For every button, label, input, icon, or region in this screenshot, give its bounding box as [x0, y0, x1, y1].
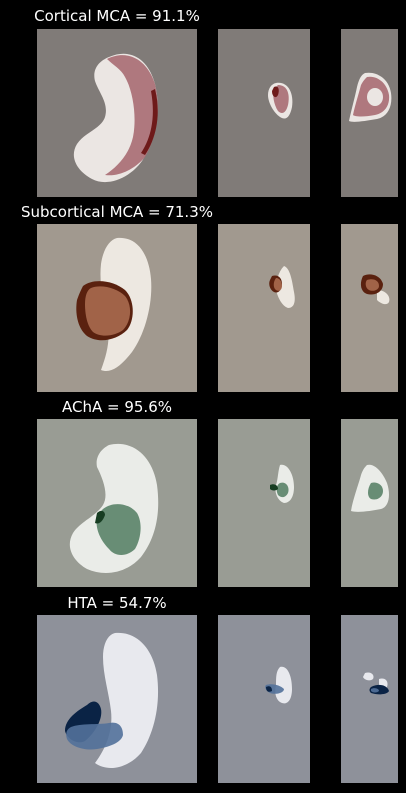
row-title-subcortical-mca: Subcortical MCA = 71.3% [21, 203, 213, 221]
overlay-region [85, 286, 131, 336]
overlay-boundary [266, 686, 272, 692]
slice-background [341, 224, 398, 392]
slice-background [218, 29, 310, 197]
slice-background [218, 615, 310, 783]
panel-cortical-mca-coronal [218, 29, 310, 197]
row-title-cortical-mca: Cortical MCA = 91.1% [34, 7, 200, 25]
overlay-region [273, 278, 282, 291]
mask-core [367, 88, 383, 106]
panel-acha-axial [37, 419, 197, 587]
overlay-region [96, 504, 141, 555]
overlay-region [276, 482, 289, 498]
overlay-region [105, 55, 158, 176]
overlay-region [365, 279, 379, 291]
mask-region [363, 672, 374, 681]
panel-subcortical-mca-coronal [218, 224, 310, 392]
panel-hta-sagittal [341, 615, 398, 783]
overlay-boundary [270, 484, 278, 491]
slice-background [341, 615, 398, 783]
panel-acha-sagittal [341, 419, 398, 587]
panel-cortical-mca-axial [37, 29, 197, 197]
slice-background [218, 224, 310, 392]
mask-region [377, 290, 390, 305]
panel-hta-axial [37, 615, 197, 783]
overlay-region [368, 482, 383, 500]
overlay-region [371, 688, 379, 693]
overlay-boundary [141, 89, 158, 155]
panel-subcortical-mca-sagittal [341, 224, 398, 392]
panel-subcortical-mca-axial [37, 224, 197, 392]
mask-region [275, 666, 292, 704]
row-title-acha: AChA = 95.6% [62, 398, 172, 416]
overlay-region [66, 722, 123, 750]
overlay-boundary [95, 510, 105, 524]
slice-background [218, 419, 310, 587]
panel-hta-coronal [218, 615, 310, 783]
overlay-boundary [272, 86, 279, 98]
panel-cortical-mca-sagittal [341, 29, 398, 197]
row-title-hta: HTA = 54.7% [67, 594, 167, 612]
mask-region [276, 266, 295, 308]
panel-acha-coronal [218, 419, 310, 587]
